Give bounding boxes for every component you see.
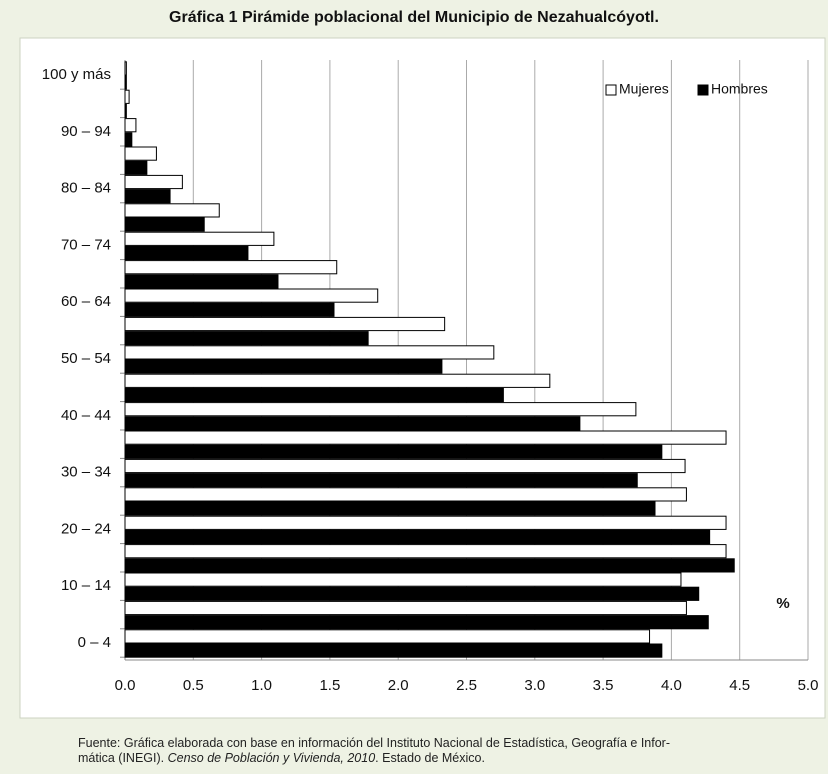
bar [124, 160, 148, 175]
bar [124, 515, 727, 530]
y-tick-label: 80 – 84 [61, 180, 111, 197]
bar [124, 189, 171, 204]
y-tick-label: 0 – 4 [78, 634, 111, 651]
x-tick-label: 0.0 [115, 677, 136, 694]
x-tick-label: 2.5 [456, 677, 477, 694]
legend-swatch [697, 84, 709, 96]
x-tick-label: 2.0 [388, 677, 409, 694]
bar [124, 146, 157, 161]
y-tick-label: 90 – 94 [61, 123, 111, 140]
y-tick-label: 20 – 24 [61, 520, 111, 537]
bar [124, 316, 446, 332]
bar [124, 260, 338, 275]
bar [124, 103, 127, 119]
bar [124, 302, 335, 317]
legend-swatch [605, 84, 617, 96]
x-tick-label: 4.5 [729, 677, 750, 694]
source-title: Censo de Población y Vivienda, 2010 [167, 751, 376, 765]
bar [124, 245, 249, 261]
y-tick-label: 40 – 44 [61, 407, 111, 424]
x-tick-label: 5.0 [798, 677, 819, 694]
bar [124, 416, 581, 431]
bar [124, 118, 137, 133]
bar [124, 61, 127, 76]
bar [124, 373, 551, 388]
bar [124, 615, 709, 630]
chart: Gráfica 1 Pirámide poblacional del Munic… [19, 9, 826, 719]
bar [124, 473, 638, 488]
x-tick-label: 3.0 [524, 677, 545, 694]
bar [124, 586, 700, 601]
bar [124, 174, 183, 190]
x-tick-label: 4.0 [661, 677, 682, 694]
x-tick-label: 0.5 [183, 677, 204, 694]
bar [124, 288, 379, 303]
bar [124, 89, 130, 104]
legend-label: Mujeres [619, 81, 669, 97]
chart-title: Gráfica 1 Pirámide poblacional del Munic… [169, 9, 659, 26]
bar [124, 544, 727, 559]
bar [124, 345, 495, 360]
source-text: Fuente: Gráfica elaborada con base en in… [78, 736, 671, 750]
bar [124, 331, 369, 346]
bar [124, 487, 687, 502]
bar [124, 558, 735, 573]
legend-label: Hombres [711, 81, 768, 97]
bar [124, 359, 443, 374]
unit-label: % [776, 595, 789, 612]
source-text: mática (INEGI). [78, 751, 165, 765]
bar [124, 444, 663, 459]
bar [124, 75, 127, 90]
bar [124, 600, 687, 616]
bar [124, 501, 656, 516]
bar [124, 387, 504, 403]
y-tick-label: 60 – 64 [61, 293, 111, 310]
y-tick-label: 50 – 54 [61, 350, 111, 367]
bar [124, 629, 651, 644]
source-text: . Estado de México. [375, 751, 485, 765]
y-tick-label: 100 y más [42, 66, 111, 83]
y-tick-label: 10 – 14 [61, 577, 111, 594]
x-tick-label: 3.5 [593, 677, 614, 694]
bar [124, 643, 663, 658]
bar [124, 132, 133, 147]
y-tick-label: 70 – 74 [61, 236, 111, 253]
x-tick-label: 1.0 [251, 677, 272, 694]
bar [124, 430, 727, 445]
bar [124, 529, 711, 545]
bar [124, 231, 275, 246]
x-tick-label: 1.5 [319, 677, 340, 694]
y-tick-label: 30 – 34 [61, 464, 111, 481]
bar [124, 203, 220, 218]
bar [124, 217, 205, 232]
bar [124, 458, 686, 474]
source-note: Fuente: Gráfica elaborada con base en in… [78, 736, 798, 766]
bar [124, 572, 682, 587]
bar [124, 402, 637, 417]
bar [124, 274, 279, 289]
